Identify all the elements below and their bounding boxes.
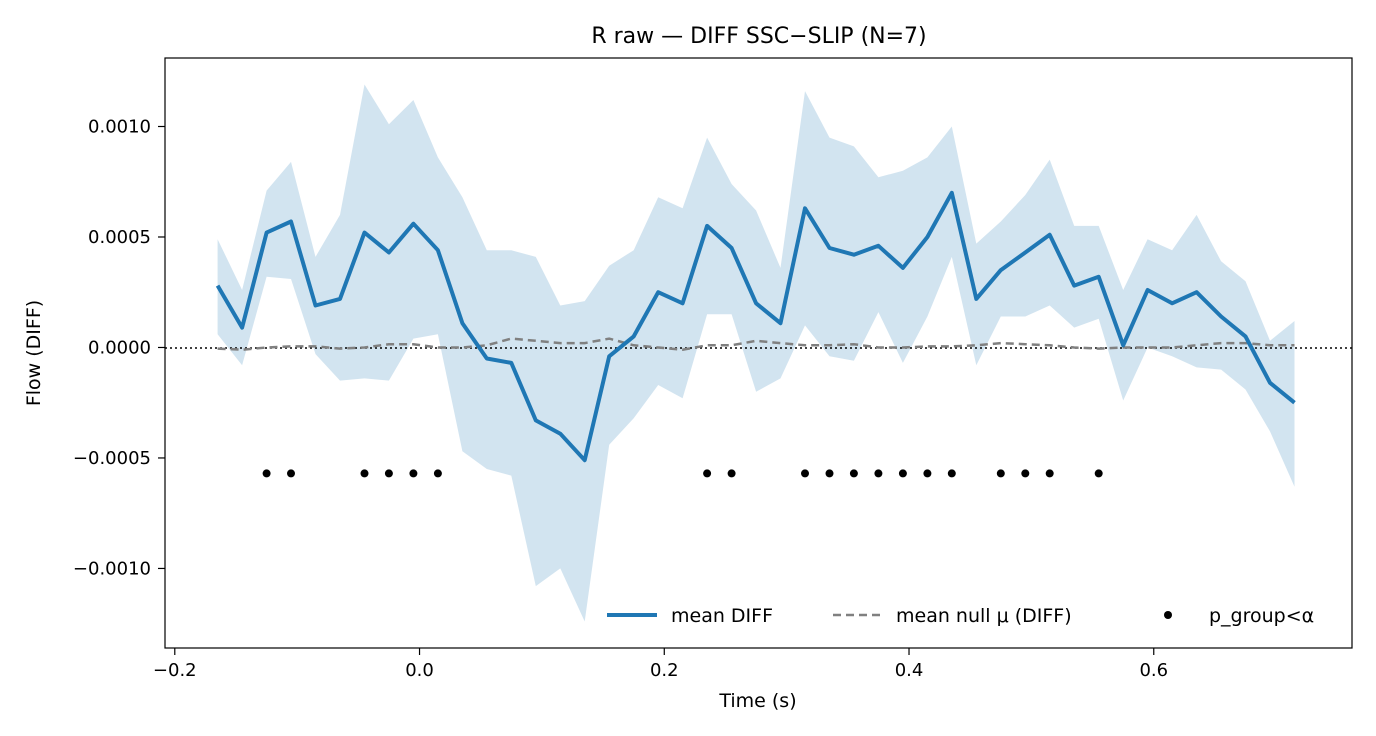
x-tick-label: −0.2 [153,660,197,681]
significance-marker [1045,469,1054,478]
null-mean-layer [217,337,1295,351]
confidence-band [217,84,1295,622]
y-tick-label: 0.0000 [88,337,151,358]
significance-marker [1021,469,1030,478]
confidence-band-layer [217,84,1295,622]
legend-label-null-mean: mean null μ (DIFF) [896,605,1072,627]
significance-marker [947,469,956,478]
significance-marker [874,469,883,478]
significance-markers [262,469,1103,478]
significance-marker [262,469,271,478]
significance-marker [360,469,369,478]
x-tick-label: 0.0 [405,660,434,681]
significance-marker [703,469,712,478]
legend-swatch-significance [1164,611,1172,619]
significance-marker [996,469,1005,478]
legend-label-significance: p_group<α [1209,605,1314,627]
y-tick-label: −0.0010 [73,558,151,579]
significance-marker [433,469,442,478]
significance-marker [923,469,932,478]
y-tick-label: −0.0005 [73,448,151,469]
x-tick-label: 0.6 [1139,660,1168,681]
significance-marker [849,469,858,478]
y-axis-ticks: 0.0010 0.0005 0.0000 −0.0005 −0.0010 [73,117,165,579]
significance-marker [287,469,295,478]
significance-marker [825,469,834,478]
plot-area [165,84,1352,622]
legend-label-mean-diff: mean DIFF [671,605,773,627]
significance-marker [384,469,393,478]
significance-marker [409,469,418,478]
significance-marker [1094,469,1103,478]
x-axis-label: Time (s) [718,690,796,712]
mean-diff-line [215,190,1296,463]
y-axis-label: Flow (DIFF) [23,300,45,406]
x-axis-ticks: −0.2 0.0 0.2 0.4 0.6 [153,648,1168,681]
significance-marker [801,469,809,478]
y-tick-label: 0.0005 [88,227,151,248]
null-mean-line [217,337,1295,351]
chart-title: R raw — DIFF SSC−SLIP (N=7) [591,24,926,49]
plot-frame [164,57,1353,649]
x-tick-label: 0.2 [650,660,679,681]
significance-marker [898,469,907,478]
mean-diff-layer [215,190,1296,463]
legend: mean DIFF mean null μ (DIFF) p_group<α [607,605,1314,627]
y-tick-label: 0.0010 [88,117,151,138]
x-tick-label: 0.4 [895,660,924,681]
significance-marker [727,469,736,478]
